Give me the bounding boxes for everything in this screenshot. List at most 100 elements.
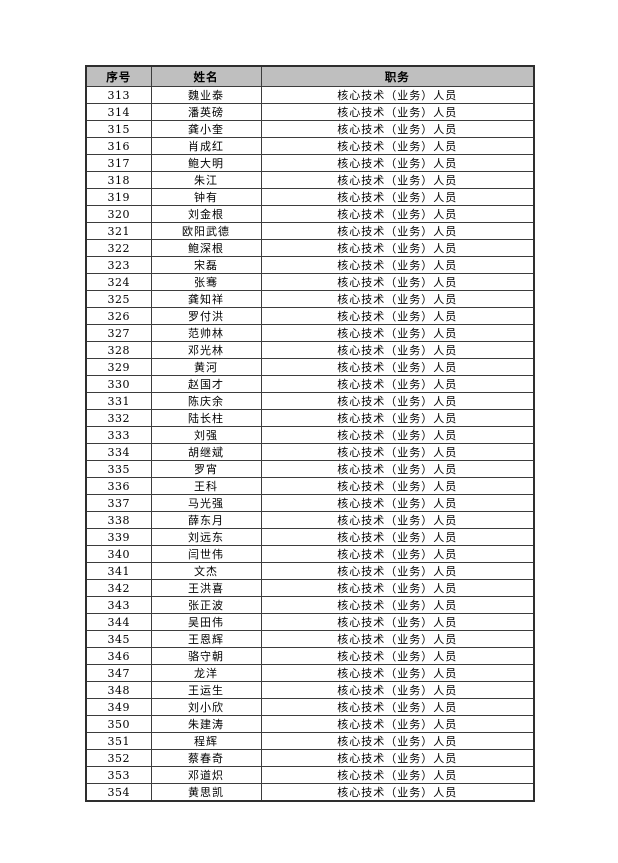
index-cell: 351 (85, 732, 152, 750)
position-cell: 核心技术（业务）人员 (260, 188, 535, 206)
index-cell: 318 (85, 171, 152, 189)
position-cell: 核心技术（业务）人员 (260, 494, 535, 512)
table-row: 345 王恩辉 核心技术（业务）人员 (85, 630, 535, 648)
index-cell: 336 (85, 477, 152, 495)
name-cell: 邓道炽 (150, 766, 262, 784)
table-row: 328 邓光林 核心技术（业务）人员 (85, 341, 535, 359)
position-cell: 核心技术（业务）人员 (260, 630, 535, 648)
index-cell: 330 (85, 375, 152, 393)
position-cell: 核心技术（业务）人员 (260, 545, 535, 563)
name-cell: 王运生 (150, 681, 262, 699)
index-cell: 325 (85, 290, 152, 308)
position-cell: 核心技术（业务）人员 (260, 681, 535, 699)
index-cell: 316 (85, 137, 152, 155)
index-cell: 341 (85, 562, 152, 580)
position-cell: 核心技术（业务）人员 (260, 477, 535, 495)
table-row: 332 陆长柱 核心技术（业务）人员 (85, 409, 535, 427)
index-cell: 337 (85, 494, 152, 512)
table-row: 334 胡继斌 核心技术（业务）人员 (85, 443, 535, 461)
position-cell: 核心技术（业务）人员 (260, 256, 535, 274)
table-row: 317 鲍大明 核心技术（业务）人员 (85, 154, 535, 172)
position-cell: 核心技术（业务）人员 (260, 290, 535, 308)
name-cell: 刘强 (150, 426, 262, 444)
table-row: 333 刘强 核心技术（业务）人员 (85, 426, 535, 444)
table-row: 315 龚小奎 核心技术（业务）人员 (85, 120, 535, 138)
table-row: 316 肖成红 核心技术（业务）人员 (85, 137, 535, 155)
position-cell: 核心技术（业务）人员 (260, 154, 535, 172)
name-cell: 朱江 (150, 171, 262, 189)
index-cell: 340 (85, 545, 152, 563)
name-cell: 赵国才 (150, 375, 262, 393)
table-row: 323 宋磊 核心技术（业务）人员 (85, 256, 535, 274)
table-row: 347 龙洋 核心技术（业务）人员 (85, 664, 535, 682)
position-cell: 核心技术（业务）人员 (260, 766, 535, 784)
position-cell: 核心技术（业务）人员 (260, 120, 535, 138)
index-cell: 353 (85, 766, 152, 784)
name-cell: 潘英磅 (150, 103, 262, 121)
position-cell: 核心技术（业务）人员 (260, 324, 535, 342)
index-cell: 335 (85, 460, 152, 478)
index-cell: 352 (85, 749, 152, 767)
index-cell: 350 (85, 715, 152, 733)
name-cell: 蔡春奇 (150, 749, 262, 767)
position-cell: 核心技术（业务）人员 (260, 426, 535, 444)
position-cell: 核心技术（业务）人员 (260, 732, 535, 750)
name-cell: 范帅林 (150, 324, 262, 342)
personnel-table: 序号 姓名 职务 313 魏业泰 核心技术（业务）人员 314 潘英磅 核心技术（业务）人… (85, 65, 535, 802)
index-cell: 338 (85, 511, 152, 529)
table-row: 329 黄河 核心技术（业务）人员 (85, 358, 535, 376)
position-cell: 核心技术（业务）人员 (260, 443, 535, 461)
index-cell: 315 (85, 120, 152, 138)
position-cell: 核心技术（业务）人员 (260, 239, 535, 257)
table-row: 314 潘英磅 核心技术（业务）人员 (85, 103, 535, 121)
table-row: 339 刘远东 核心技术（业务）人员 (85, 528, 535, 546)
position-cell: 核心技术（业务）人员 (260, 647, 535, 665)
index-cell: 321 (85, 222, 152, 240)
table-row: 326 罗付洪 核心技术（业务）人员 (85, 307, 535, 325)
index-cell: 354 (85, 783, 152, 802)
index-cell: 347 (85, 664, 152, 682)
index-cell: 313 (85, 86, 152, 104)
name-cell: 黄河 (150, 358, 262, 376)
position-cell: 核心技术（业务）人员 (260, 375, 535, 393)
index-cell: 326 (85, 307, 152, 325)
position-cell: 核心技术（业务）人员 (260, 222, 535, 240)
table-row: 342 王洪喜 核心技术（业务）人员 (85, 579, 535, 597)
table-row: 319 钟有 核心技术（业务）人员 (85, 188, 535, 206)
name-cell: 邓光林 (150, 341, 262, 359)
name-cell: 陈庆余 (150, 392, 262, 410)
index-cell: 348 (85, 681, 152, 699)
position-cell: 核心技术（业务）人员 (260, 103, 535, 121)
table-row: 313 魏业泰 核心技术（业务）人员 (85, 86, 535, 104)
name-cell: 罗宵 (150, 460, 262, 478)
table-row: 327 范帅林 核心技术（业务）人员 (85, 324, 535, 342)
table-header-row: 序号 姓名 职务 (85, 65, 535, 87)
name-cell: 刘小欣 (150, 698, 262, 716)
table-row: 350 朱建涛 核心技术（业务）人员 (85, 715, 535, 733)
table-row: 352 蔡春奇 核心技术（业务）人员 (85, 749, 535, 767)
position-cell: 核心技术（业务）人员 (260, 273, 535, 291)
table-row: 321 欧阳武德 核心技术（业务）人员 (85, 222, 535, 240)
table-row: 341 文杰 核心技术（业务）人员 (85, 562, 535, 580)
index-cell: 332 (85, 409, 152, 427)
name-cell: 王科 (150, 477, 262, 495)
position-cell: 核心技术（业务）人员 (260, 137, 535, 155)
name-cell: 刘金根 (150, 205, 262, 223)
name-cell: 张骞 (150, 273, 262, 291)
index-cell: 342 (85, 579, 152, 597)
table-row: 348 王运生 核心技术（业务）人员 (85, 681, 535, 699)
position-cell: 核心技术（业务）人员 (260, 86, 535, 104)
table-row: 331 陈庆余 核心技术（业务）人员 (85, 392, 535, 410)
name-cell: 文杰 (150, 562, 262, 580)
table-row: 353 邓道炽 核心技术（业务）人员 (85, 766, 535, 784)
position-cell: 核心技术（业务）人员 (260, 613, 535, 631)
name-cell: 程辉 (150, 732, 262, 750)
table-row: 325 龚知祥 核心技术（业务）人员 (85, 290, 535, 308)
col-header-index: 序号 (85, 65, 152, 87)
index-cell: 314 (85, 103, 152, 121)
name-cell: 宋磊 (150, 256, 262, 274)
col-header-position: 职务 (260, 65, 535, 87)
name-cell: 刘远东 (150, 528, 262, 546)
index-cell: 333 (85, 426, 152, 444)
